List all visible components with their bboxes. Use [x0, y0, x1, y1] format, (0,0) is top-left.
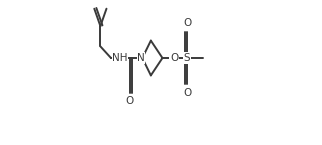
Text: S: S — [184, 53, 190, 63]
Text: O: O — [126, 97, 134, 106]
Text: NH: NH — [112, 53, 128, 63]
Text: O: O — [183, 18, 191, 28]
Text: O: O — [170, 53, 178, 63]
Text: N: N — [137, 53, 145, 63]
Text: O: O — [183, 88, 191, 98]
